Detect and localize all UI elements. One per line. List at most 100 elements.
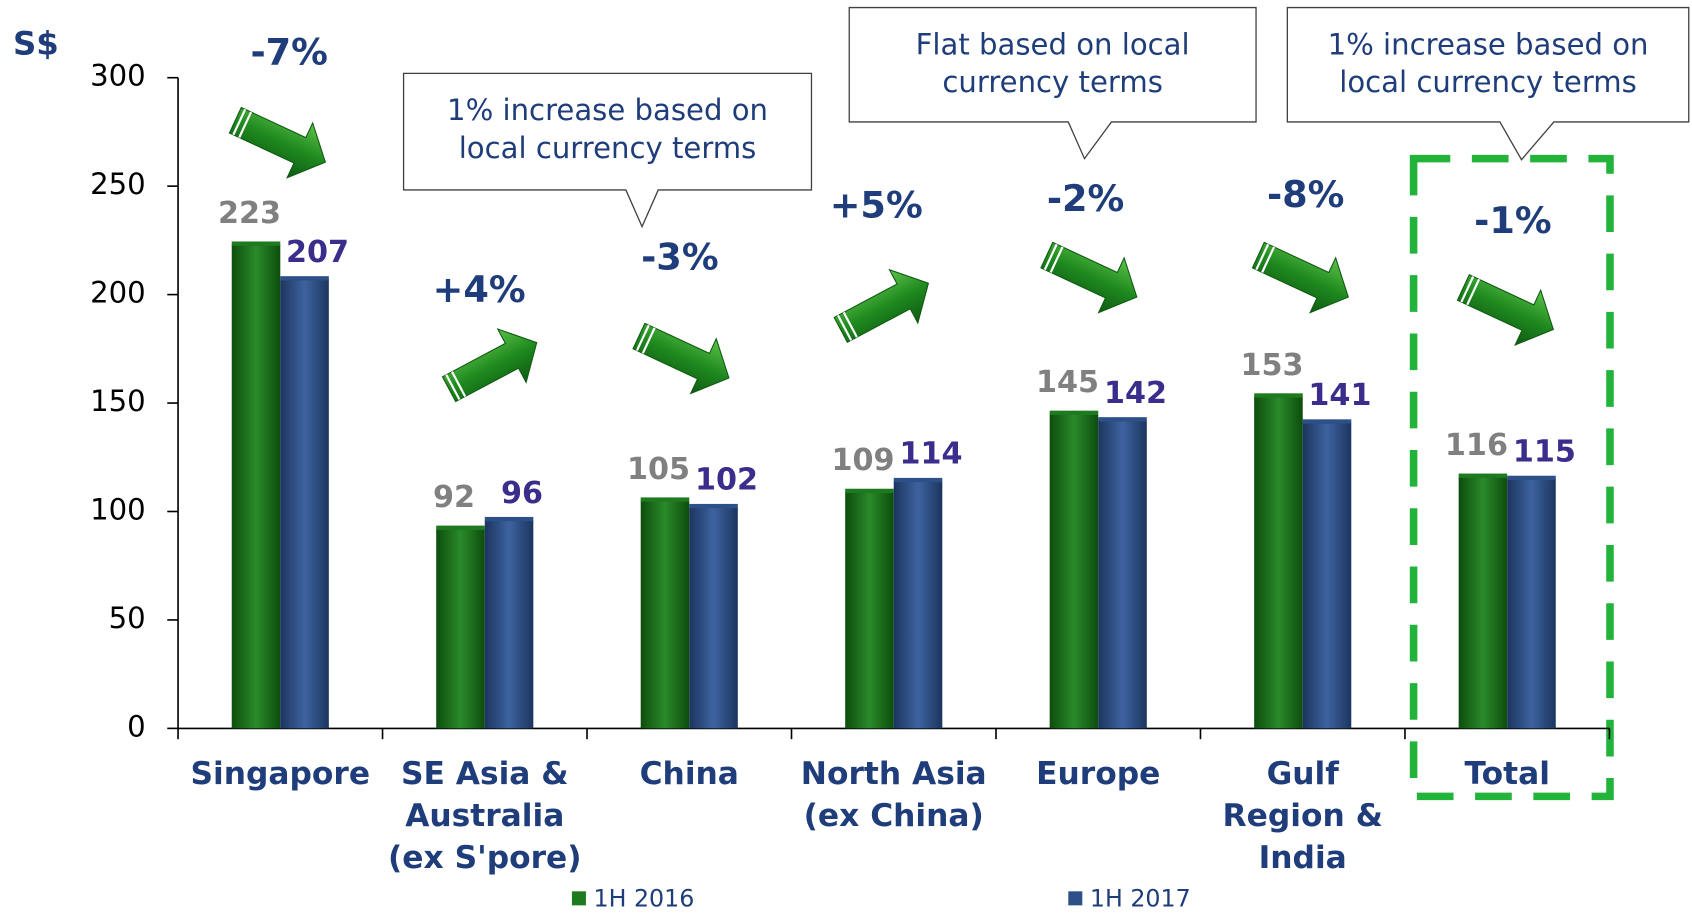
y-tick-label: 0 bbox=[127, 709, 146, 743]
arrow-stripe bbox=[232, 108, 247, 136]
bar-top bbox=[280, 276, 329, 281]
bar-top bbox=[436, 525, 485, 530]
trend-arrow bbox=[228, 106, 327, 179]
highlight-box bbox=[1409, 154, 1614, 801]
change-label: -2% bbox=[1047, 177, 1124, 220]
arrow-stripe bbox=[1043, 243, 1058, 271]
bar bbox=[436, 528, 485, 729]
trend-arrow bbox=[632, 322, 730, 395]
value-label: 109 bbox=[831, 443, 894, 478]
arrow-stripe bbox=[1049, 246, 1064, 273]
x-tick-label: Singapore bbox=[191, 756, 371, 792]
value-label: 141 bbox=[1308, 378, 1371, 413]
y-axis-label: S$ bbox=[13, 24, 59, 62]
change-label: +5% bbox=[830, 184, 923, 227]
value-label: 145 bbox=[1036, 365, 1099, 400]
change-label: -7% bbox=[250, 30, 327, 73]
x-tick-line: North Asia bbox=[801, 756, 987, 792]
y-tick-label: 50 bbox=[109, 601, 146, 635]
y-tick-label: 100 bbox=[90, 492, 146, 526]
bar-top bbox=[689, 503, 738, 509]
arrow-stripe bbox=[1466, 278, 1481, 306]
bar bbox=[1458, 476, 1508, 729]
bar bbox=[231, 244, 281, 729]
bar bbox=[1302, 422, 1352, 729]
callout-line: 1% increase based on bbox=[1328, 27, 1649, 61]
bar-top bbox=[1507, 475, 1556, 481]
value-label: 116 bbox=[1445, 428, 1508, 463]
change-label: -8% bbox=[1267, 173, 1344, 216]
arrow-stripe bbox=[1460, 276, 1475, 303]
value-label: 114 bbox=[899, 437, 962, 472]
bar bbox=[1254, 396, 1303, 729]
x-tick-label: Europe bbox=[1036, 756, 1160, 792]
callout-line: currency terms bbox=[942, 65, 1163, 99]
arrow-stripe bbox=[641, 327, 656, 354]
bar bbox=[484, 520, 534, 729]
callout-line: 1% increase based on bbox=[447, 93, 768, 127]
arrow-stripe bbox=[842, 311, 858, 338]
callout-line: local currency terms bbox=[1339, 65, 1637, 99]
value-label: 223 bbox=[218, 196, 281, 231]
bar-top bbox=[231, 241, 281, 246]
callout-box bbox=[1286, 6, 1690, 161]
bar-top bbox=[484, 516, 534, 522]
y-tick-label: 250 bbox=[90, 167, 146, 201]
arrow-body bbox=[632, 322, 730, 395]
x-tick-label: Gulf Region & India bbox=[1223, 756, 1383, 876]
bar-top bbox=[845, 488, 894, 494]
x-tick-line: SE Asia & bbox=[401, 756, 569, 792]
legend-swatch bbox=[571, 891, 586, 906]
arrow-body bbox=[441, 328, 538, 403]
x-tick-label: China bbox=[640, 756, 739, 792]
callout-box bbox=[402, 72, 813, 229]
callout-line: local currency terms bbox=[459, 131, 757, 165]
value-label: 96 bbox=[501, 476, 543, 511]
arrow-body bbox=[1040, 241, 1138, 314]
callout-text: Flat based on local currency terms bbox=[916, 27, 1190, 99]
arrow-stripe bbox=[238, 111, 253, 138]
trend-arrow bbox=[833, 268, 930, 343]
arrow-body bbox=[833, 268, 930, 343]
x-tick-line: Europe bbox=[1036, 756, 1160, 792]
trend-arrow bbox=[1456, 274, 1555, 346]
bar bbox=[845, 491, 894, 729]
y-tick-label: 300 bbox=[90, 59, 146, 93]
arrow-body bbox=[1456, 274, 1555, 346]
x-tick-label: North Asia (ex China) bbox=[801, 756, 987, 834]
bar bbox=[689, 507, 738, 729]
x-tick-line: Region & bbox=[1223, 798, 1383, 834]
value-label: 207 bbox=[286, 235, 349, 270]
value-label: 102 bbox=[695, 463, 758, 498]
x-tick-line: Australia bbox=[405, 798, 564, 834]
x-tick-line: Singapore bbox=[191, 756, 371, 792]
arrow-stripe bbox=[1255, 243, 1270, 271]
bar bbox=[1098, 420, 1147, 729]
callout-line: Flat based on local bbox=[916, 27, 1190, 61]
x-tick-line: Gulf bbox=[1267, 756, 1340, 792]
bar bbox=[280, 279, 329, 729]
x-tick-line: (ex S'pore) bbox=[388, 840, 582, 876]
bar-top bbox=[1098, 417, 1147, 422]
arrow-stripe bbox=[451, 371, 467, 398]
bar-top bbox=[1302, 419, 1352, 424]
bar-top bbox=[640, 497, 690, 502]
bar bbox=[1049, 413, 1099, 729]
x-tick-label: Total bbox=[1464, 756, 1549, 792]
bar bbox=[893, 481, 943, 729]
value-label: 153 bbox=[1240, 348, 1303, 383]
bar-top bbox=[1458, 473, 1508, 478]
arrow-stripe bbox=[635, 324, 650, 352]
x-tick-line: Total bbox=[1464, 756, 1549, 792]
y-tick-label: 200 bbox=[90, 276, 146, 310]
change-label: +4% bbox=[433, 268, 526, 311]
value-label: 92 bbox=[433, 480, 475, 515]
x-tick-line: India bbox=[1259, 840, 1347, 876]
callout-text: 1% increase based on local currency terms bbox=[447, 93, 768, 165]
arrow-stripe bbox=[445, 374, 461, 401]
arrow-body bbox=[1251, 241, 1349, 314]
legend-swatch bbox=[1068, 891, 1083, 906]
value-label: 142 bbox=[1104, 376, 1167, 411]
arrow-stripe bbox=[1261, 246, 1276, 273]
trend-arrow bbox=[1251, 241, 1349, 314]
